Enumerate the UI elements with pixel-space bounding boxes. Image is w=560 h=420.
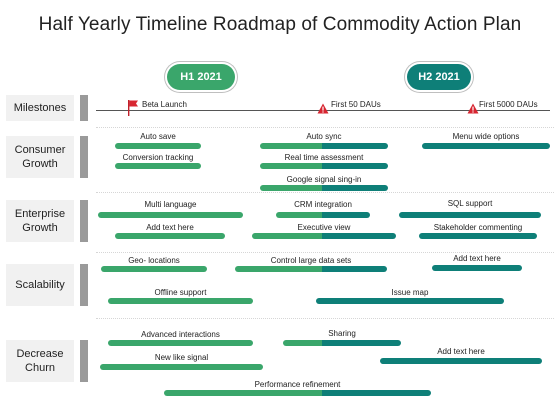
task-bar xyxy=(283,340,401,346)
row-grip-enterprise-growth xyxy=(80,200,88,242)
task-label: Stakeholder commenting xyxy=(433,223,523,232)
task-bar xyxy=(108,298,253,304)
task-label: New like signal xyxy=(154,353,209,362)
row-separator xyxy=(96,252,554,253)
task-label: Real time assessment xyxy=(284,153,364,162)
task-label: Advanced interactions xyxy=(141,330,220,339)
task-label: SQL support xyxy=(447,199,493,208)
task-bar xyxy=(108,340,253,346)
row-grip-decrease-churn xyxy=(80,340,88,382)
task-bar xyxy=(115,163,201,169)
task-bar xyxy=(316,298,504,304)
period-h2-pill: H2 2021 xyxy=(407,64,471,90)
warning-icon xyxy=(467,103,479,114)
row-label-consumer-growth: Consumer Growth xyxy=(6,136,74,178)
task-label: Auto sync xyxy=(306,132,342,141)
task-label: Google signal sing-in xyxy=(286,175,362,184)
row-grip-scalability xyxy=(80,264,88,306)
page-title: Half Yearly Timeline Roadmap of Commodit… xyxy=(38,14,522,35)
task-bar xyxy=(235,266,387,272)
task-label: Geo- locations xyxy=(128,256,180,265)
milestone-beta-launch: Beta Launch xyxy=(142,100,187,109)
row-label-scalability: Scalability xyxy=(6,264,74,306)
milestone-first-5000-daus: First 5000 DAUs xyxy=(479,100,538,109)
task-bar xyxy=(101,266,207,272)
task-bar xyxy=(260,185,388,191)
task-label: Control large data sets xyxy=(270,256,352,265)
task-label: Offline support xyxy=(154,288,207,297)
task-label: Performance refinement xyxy=(254,380,341,389)
task-label: Issue map xyxy=(391,288,429,297)
warning-icon xyxy=(317,103,329,114)
task-bar xyxy=(422,143,550,149)
task-bar xyxy=(100,364,263,370)
row-label-milestones: Milestones xyxy=(6,95,74,121)
task-bar xyxy=(115,233,225,239)
row-grip-milestones xyxy=(80,95,88,121)
period-h1-pill: H1 2021 xyxy=(167,64,235,90)
task-bar xyxy=(260,143,388,149)
row-label-enterprise-growth: Enterprise Growth xyxy=(6,200,74,242)
row-separator xyxy=(96,127,554,128)
task-bar xyxy=(399,212,541,218)
task-bar xyxy=(115,143,201,149)
task-bar xyxy=(380,358,542,364)
milestone-first-50-daus: First 50 DAUs xyxy=(331,100,381,109)
flag-icon xyxy=(128,100,138,116)
row-separator xyxy=(96,318,554,319)
task-label: Add text here xyxy=(437,347,485,356)
task-bar xyxy=(252,233,396,239)
task-label: Menu wide options xyxy=(452,132,520,141)
task-label: Add text here xyxy=(453,254,501,263)
task-label: Sharing xyxy=(328,329,356,338)
task-bar xyxy=(276,212,370,218)
task-bar xyxy=(164,390,431,396)
task-bar xyxy=(98,212,243,218)
task-bar xyxy=(419,233,537,239)
row-separator xyxy=(96,192,554,193)
task-bar xyxy=(432,265,522,271)
task-bar xyxy=(260,163,388,169)
task-label: Auto save xyxy=(140,132,176,141)
task-label: Executive view xyxy=(297,223,351,232)
task-label: Add text here xyxy=(146,223,194,232)
row-label-decrease-churn: Decrease Churn xyxy=(6,340,74,382)
task-label: Conversion tracking xyxy=(122,153,194,162)
task-label: CRM integration xyxy=(294,200,352,209)
task-label: Multi language xyxy=(144,200,197,209)
row-grip-consumer-growth xyxy=(80,136,88,178)
